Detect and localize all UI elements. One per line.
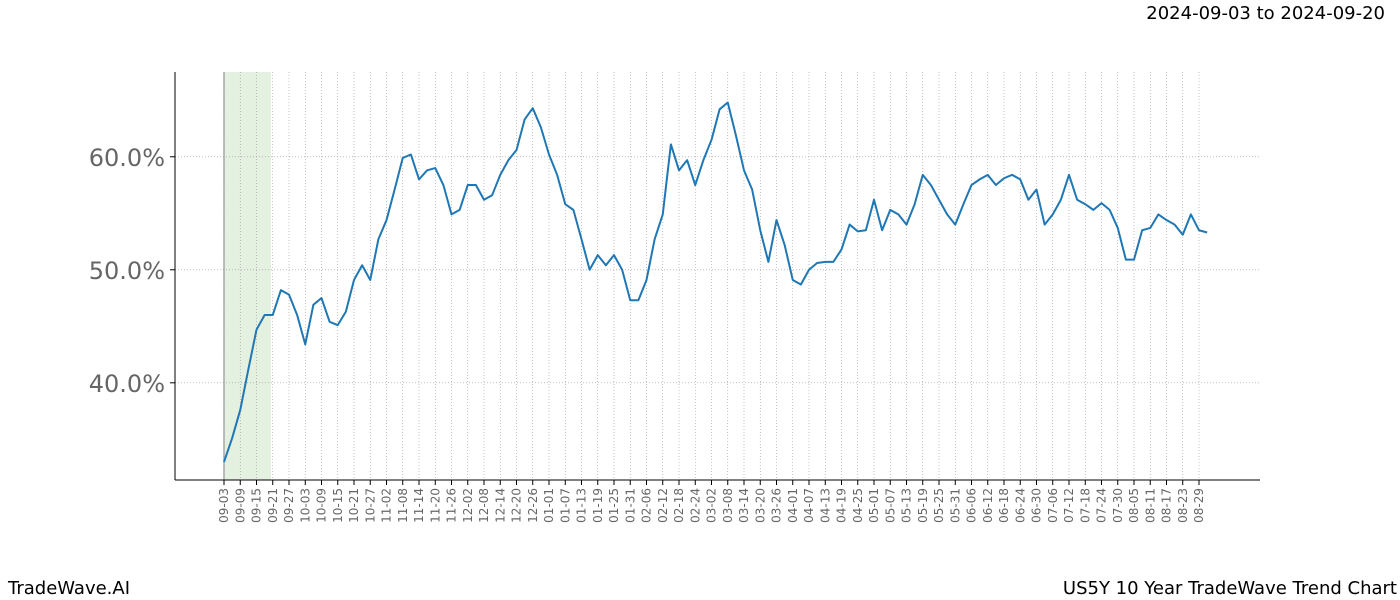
x-tick-label: 08-17	[1160, 488, 1174, 523]
x-tick-label: 06-06	[965, 488, 979, 523]
x-tick-label: 10-03	[298, 488, 312, 523]
x-tick-label: 05-31	[948, 488, 962, 523]
x-tick-label: 01-19	[591, 488, 605, 523]
x-tick-label: 07-18	[1078, 488, 1092, 523]
x-tick-label: 11-02	[380, 488, 394, 523]
x-tick-label: 07-30	[1111, 488, 1125, 523]
x-tick-label: 09-21	[266, 488, 280, 523]
x-tick-label: 02-06	[640, 488, 654, 523]
x-tick-label: 09-09	[233, 488, 247, 523]
x-tick-label: 04-01	[786, 488, 800, 523]
x-tick-label: 08-23	[1176, 488, 1190, 523]
x-tick-label: 07-06	[1046, 488, 1060, 523]
x-tick-label: 04-13	[818, 488, 832, 523]
x-tick-label: 12-14	[493, 488, 507, 523]
x-tick-label: 01-07	[558, 488, 572, 523]
x-tick-label: 05-19	[916, 488, 930, 523]
x-tick-label: 10-27	[363, 488, 377, 523]
y-tick-label: 40.0%	[89, 370, 165, 398]
x-tick-label: 01-13	[575, 488, 589, 523]
x-tick-label: 05-07	[883, 488, 897, 523]
highlight-band	[224, 72, 271, 480]
x-tick-label: 04-25	[851, 488, 865, 523]
x-tick-label: 09-15	[250, 488, 264, 523]
x-tick-label: 02-24	[688, 488, 702, 523]
x-tick-label: 12-02	[461, 488, 475, 523]
x-tick-label: 11-14	[412, 488, 426, 523]
chart-title: US5Y 10 Year TradeWave Trend Chart	[1063, 578, 1397, 599]
x-tick-label: 11-26	[445, 488, 459, 523]
x-tick-label: 08-29	[1192, 488, 1206, 523]
x-tick-label: 12-26	[526, 488, 540, 523]
x-tick-label: 04-07	[802, 488, 816, 523]
x-tick-label: 11-08	[396, 488, 410, 523]
x-tick-label: 12-08	[477, 488, 491, 523]
data-line	[223, 101, 1208, 463]
brand: TradeWave.AI	[7, 578, 130, 599]
x-tick-label: 07-12	[1062, 488, 1076, 523]
x-tick-label: 01-25	[607, 488, 621, 523]
x-tick-label: 05-25	[932, 488, 946, 523]
x-tick-label: 10-09	[315, 488, 329, 523]
x-tick-label: 03-26	[770, 488, 784, 523]
x-tick-label: 10-21	[347, 488, 361, 523]
x-tick-label: 07-24	[1095, 488, 1109, 523]
x-tick-label: 10-15	[331, 488, 345, 523]
x-tick-label: 02-12	[656, 488, 670, 523]
x-tick-label: 02-18	[672, 488, 686, 523]
subtitle: 2024-09-03 to 2024-09-20	[1146, 3, 1385, 24]
x-tick-label: 11-20	[428, 488, 442, 523]
x-tick-label: 06-12	[981, 488, 995, 523]
x-tick-label: 09-27	[282, 488, 296, 523]
x-tick-label: 06-30	[1030, 488, 1044, 523]
x-tick-label: 08-11	[1143, 488, 1157, 523]
x-tick-label: 05-13	[900, 488, 914, 523]
x-tick-label: 04-19	[835, 488, 849, 523]
x-tick-label: 05-01	[867, 488, 881, 523]
x-tick-label: 01-31	[623, 488, 637, 523]
x-tick-label: 03-08	[721, 488, 735, 523]
x-tick-label: 06-18	[997, 488, 1011, 523]
x-tick-label: 09-03	[217, 488, 231, 523]
x-tick-label: 01-01	[542, 488, 556, 523]
x-tick-label: 12-20	[510, 488, 524, 523]
x-tick-label: 03-02	[705, 488, 719, 523]
x-tick-label: 03-20	[753, 488, 767, 523]
x-tick-label: 08-05	[1127, 488, 1141, 523]
x-tick-label: 06-24	[1013, 488, 1027, 523]
y-tick-label: 60.0%	[89, 144, 165, 172]
x-tick-label: 03-14	[737, 488, 751, 523]
plot-area: 40.0% 50.0% 60.0% 09-03 09-09 09-15 09-21 09-27…	[89, 72, 1260, 523]
y-tick-label: 50.0%	[89, 257, 165, 285]
